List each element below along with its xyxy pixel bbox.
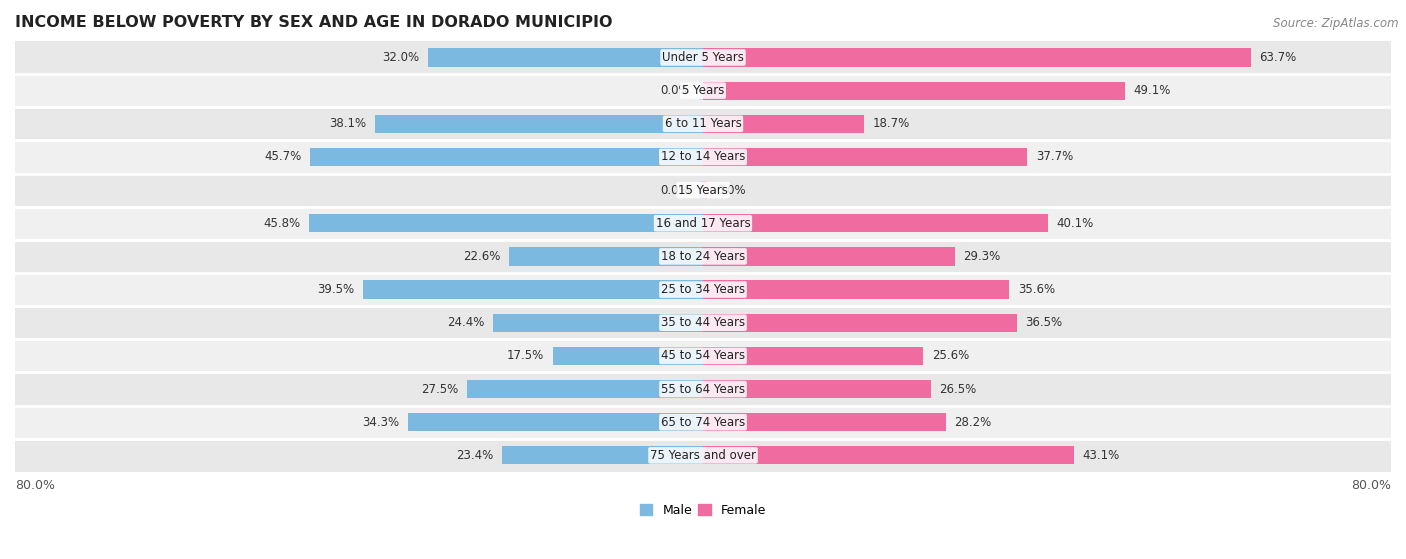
Text: 29.3%: 29.3% xyxy=(963,250,1001,263)
Bar xyxy=(15,273,1391,306)
Text: 18 to 24 Years: 18 to 24 Years xyxy=(661,250,745,263)
Text: 26.5%: 26.5% xyxy=(939,382,977,396)
Bar xyxy=(509,247,703,266)
Text: 0.0%: 0.0% xyxy=(716,183,745,197)
Bar xyxy=(15,372,1391,406)
Bar xyxy=(699,82,703,100)
Bar xyxy=(15,339,1391,372)
Text: 80.0%: 80.0% xyxy=(15,479,55,492)
Bar xyxy=(703,48,1251,67)
Text: 27.5%: 27.5% xyxy=(420,382,458,396)
Text: 12 to 14 Years: 12 to 14 Years xyxy=(661,150,745,163)
Bar xyxy=(15,107,1391,140)
Text: 45.8%: 45.8% xyxy=(263,217,301,230)
Text: 55 to 64 Years: 55 to 64 Years xyxy=(661,382,745,396)
Bar xyxy=(703,247,955,266)
Bar xyxy=(703,115,863,133)
Text: 32.0%: 32.0% xyxy=(382,51,419,64)
Text: 35.6%: 35.6% xyxy=(1018,283,1054,296)
Text: 16 and 17 Years: 16 and 17 Years xyxy=(655,217,751,230)
Text: 0.0%: 0.0% xyxy=(661,183,690,197)
Bar xyxy=(703,214,1047,233)
Bar xyxy=(699,181,703,199)
Text: 80.0%: 80.0% xyxy=(1351,479,1391,492)
Text: 24.4%: 24.4% xyxy=(447,316,485,329)
Bar xyxy=(494,314,703,332)
Text: 22.6%: 22.6% xyxy=(463,250,501,263)
Bar xyxy=(15,74,1391,107)
Legend: Male, Female: Male, Female xyxy=(636,499,770,522)
Text: 40.1%: 40.1% xyxy=(1056,217,1094,230)
Bar xyxy=(15,406,1391,439)
Text: 25.6%: 25.6% xyxy=(932,349,969,362)
Bar xyxy=(703,281,1010,299)
Text: 18.7%: 18.7% xyxy=(872,117,910,130)
Bar xyxy=(309,214,703,233)
Text: 34.3%: 34.3% xyxy=(363,416,399,429)
Bar xyxy=(15,207,1391,240)
Bar xyxy=(703,181,707,199)
Bar xyxy=(703,446,1074,465)
Bar xyxy=(703,148,1028,166)
Bar xyxy=(309,148,703,166)
Text: 15 Years: 15 Years xyxy=(678,183,728,197)
Bar xyxy=(703,347,924,365)
Text: 45.7%: 45.7% xyxy=(264,150,301,163)
Bar xyxy=(467,380,703,398)
Bar xyxy=(703,314,1017,332)
Bar xyxy=(703,380,931,398)
Bar xyxy=(15,173,1391,207)
Bar xyxy=(375,115,703,133)
Text: 37.7%: 37.7% xyxy=(1036,150,1073,163)
Bar xyxy=(15,240,1391,273)
Text: 28.2%: 28.2% xyxy=(955,416,991,429)
Text: INCOME BELOW POVERTY BY SEX AND AGE IN DORADO MUNICIPIO: INCOME BELOW POVERTY BY SEX AND AGE IN D… xyxy=(15,15,613,30)
Text: Source: ZipAtlas.com: Source: ZipAtlas.com xyxy=(1274,17,1399,30)
Bar xyxy=(703,82,1125,100)
Bar xyxy=(427,48,703,67)
Bar xyxy=(502,446,703,465)
Text: 39.5%: 39.5% xyxy=(318,283,354,296)
Text: 65 to 74 Years: 65 to 74 Years xyxy=(661,416,745,429)
Bar xyxy=(363,281,703,299)
Text: 43.1%: 43.1% xyxy=(1083,449,1119,462)
Text: Under 5 Years: Under 5 Years xyxy=(662,51,744,64)
Bar xyxy=(703,413,945,432)
Bar xyxy=(15,306,1391,339)
Text: 0.0%: 0.0% xyxy=(661,84,690,97)
Bar xyxy=(553,347,703,365)
Text: 6 to 11 Years: 6 to 11 Years xyxy=(665,117,741,130)
Text: 17.5%: 17.5% xyxy=(506,349,544,362)
Text: 25 to 34 Years: 25 to 34 Years xyxy=(661,283,745,296)
Text: 5 Years: 5 Years xyxy=(682,84,724,97)
Text: 45 to 54 Years: 45 to 54 Years xyxy=(661,349,745,362)
Text: 35 to 44 Years: 35 to 44 Years xyxy=(661,316,745,329)
Bar xyxy=(408,413,703,432)
Text: 23.4%: 23.4% xyxy=(456,449,494,462)
Text: 38.1%: 38.1% xyxy=(329,117,367,130)
Text: 49.1%: 49.1% xyxy=(1133,84,1171,97)
Bar xyxy=(15,439,1391,472)
Text: 75 Years and over: 75 Years and over xyxy=(650,449,756,462)
Text: 36.5%: 36.5% xyxy=(1025,316,1063,329)
Bar xyxy=(15,41,1391,74)
Text: 63.7%: 63.7% xyxy=(1260,51,1296,64)
Bar xyxy=(15,140,1391,173)
